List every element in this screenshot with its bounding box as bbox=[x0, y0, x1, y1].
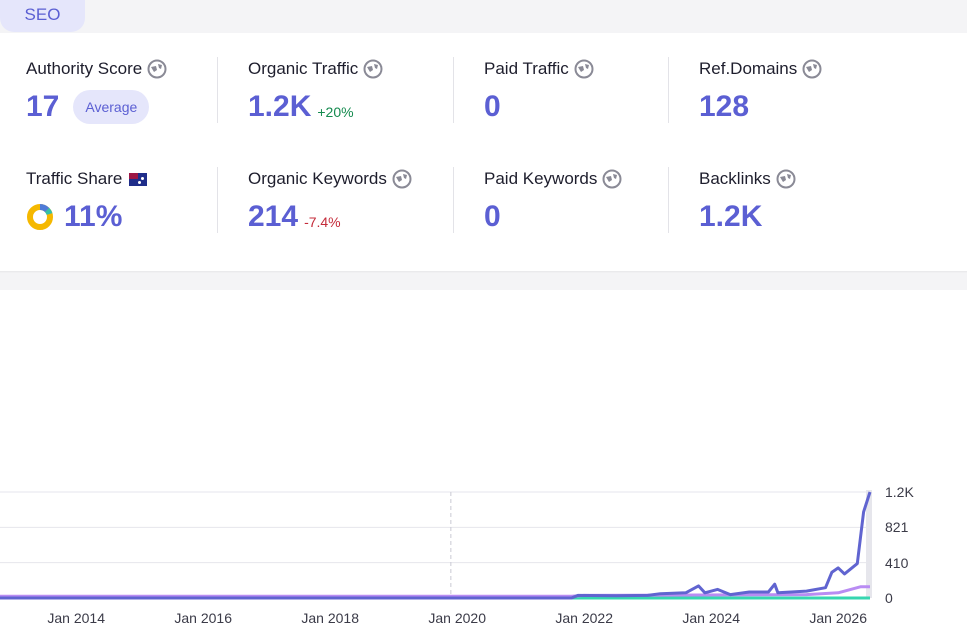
x-tick-label: Jan 2016 bbox=[174, 610, 232, 626]
organic-keywords-value[interactable]: 214 bbox=[248, 200, 299, 233]
australia-flag-icon bbox=[129, 172, 148, 186]
globe-icon[interactable] bbox=[147, 59, 167, 79]
range-2y[interactable]: 2Y bbox=[72, 324, 93, 343]
organic-keywords-label: Organic Keywords bbox=[248, 169, 387, 188]
globe-icon[interactable] bbox=[574, 59, 594, 79]
organic-keywords-metric: Organic Keywords 214 -7.4% bbox=[248, 168, 412, 234]
months-option[interactable]: Months bbox=[754, 318, 833, 353]
chevron-down-icon bbox=[519, 440, 530, 447]
granularity-toggle: Days Months bbox=[696, 317, 834, 354]
globe-icon[interactable] bbox=[776, 169, 796, 189]
days-option[interactable]: Days bbox=[707, 325, 746, 345]
paid-traffic-label: Paid Traffic bbox=[484, 59, 569, 78]
series-line-organic-traffic bbox=[0, 491, 872, 600]
paid-keywords-label: Paid Keywords bbox=[484, 169, 598, 188]
notes-label: Notes bbox=[466, 433, 511, 452]
divider bbox=[217, 57, 218, 123]
divider bbox=[453, 167, 454, 233]
traffic-share-value: 11% bbox=[64, 200, 123, 233]
x-tick-label: Jan 2014 bbox=[47, 610, 105, 626]
legend-organic[interactable]: anic Traffic bbox=[0, 433, 72, 453]
x-tick-label: Jan 2018 bbox=[301, 610, 359, 626]
notes-dropdown[interactable]: Notes bbox=[440, 433, 531, 453]
x-tick-label: Jan 2020 bbox=[428, 610, 486, 626]
organic-traffic-value[interactable]: 1.2K bbox=[248, 90, 312, 123]
legend-organic-label: anic Traffic bbox=[0, 433, 72, 452]
globe-icon[interactable] bbox=[602, 169, 622, 189]
legend-branded[interactable]: Branded Traffic bbox=[246, 433, 386, 453]
organic-traffic-delta: +20% bbox=[317, 104, 354, 120]
paid-traffic-metric: Paid Traffic 0 bbox=[484, 58, 594, 124]
range-1y[interactable]: 1Y bbox=[30, 324, 51, 343]
current-period-marker bbox=[866, 490, 872, 598]
notes-icon bbox=[441, 435, 458, 452]
organic-traffic-label: Organic Traffic bbox=[248, 59, 359, 78]
y-tick-label: 1.2K bbox=[885, 484, 914, 500]
legend-paid-label: Paid Traffic bbox=[132, 433, 217, 452]
authority-score-metric: Authority Score 17 Average bbox=[26, 58, 167, 124]
y-tick-label: 0 bbox=[885, 590, 893, 606]
export-button[interactable]: Export bbox=[852, 317, 956, 351]
ref-domains-metric: Ref.Domains 128 bbox=[699, 58, 822, 124]
backlinks-label: Backlinks bbox=[699, 169, 771, 188]
ref-domains-label: Ref.Domains bbox=[699, 59, 798, 78]
ref-domains-value[interactable]: 128 bbox=[699, 90, 750, 123]
paid-keywords-metric: Paid Keywords 0 bbox=[484, 168, 622, 234]
series-line-branded-traffic bbox=[0, 585, 870, 598]
seo-metrics-card bbox=[0, 33, 967, 271]
tab-seo[interactable]: SEO bbox=[0, 0, 85, 32]
paid-traffic-value[interactable]: 0 bbox=[484, 90, 501, 123]
legend-branded-label: Branded Traffic bbox=[271, 433, 386, 452]
range-all-time[interactable]: All time bbox=[115, 324, 171, 350]
divider bbox=[419, 432, 420, 458]
partial-icon: : bbox=[0, 381, 6, 398]
checkbox-icon[interactable] bbox=[107, 434, 125, 452]
checkbox-icon[interactable] bbox=[246, 434, 264, 452]
y-tick-label: 821 bbox=[885, 519, 909, 536]
traffic-share-donut-icon bbox=[27, 204, 53, 230]
export-icon bbox=[866, 325, 883, 342]
divider bbox=[668, 167, 669, 233]
globe-icon[interactable] bbox=[392, 169, 412, 189]
divider bbox=[217, 167, 218, 233]
organic-keywords-delta: -7.4% bbox=[304, 214, 341, 230]
export-label: Export bbox=[893, 324, 943, 343]
authority-score-label: Authority Score bbox=[26, 59, 143, 78]
organic-traffic-metric: Organic Traffic 1.2K +20% bbox=[248, 58, 383, 124]
traffic-share-label: Traffic Share bbox=[26, 169, 123, 188]
legend-paid[interactable]: Paid Traffic bbox=[107, 433, 217, 453]
range-m[interactable]: M bbox=[0, 324, 10, 343]
backlinks-value[interactable]: 1.2K bbox=[699, 200, 763, 233]
x-tick-label: Jan 2024 bbox=[682, 610, 740, 626]
paid-keywords-value[interactable]: 0 bbox=[484, 200, 501, 233]
divider bbox=[668, 57, 669, 123]
globe-icon[interactable] bbox=[363, 59, 383, 79]
divider bbox=[453, 57, 454, 123]
x-tick-label: Jan 2022 bbox=[555, 610, 613, 626]
backlinks-metric: Backlinks 1.2K bbox=[699, 168, 796, 234]
globe-icon[interactable] bbox=[802, 59, 822, 79]
y-tick-label: 410 bbox=[885, 554, 909, 571]
x-tick-label: Jan 2026 bbox=[809, 610, 867, 626]
traffic-share-metric: Traffic Share 11% bbox=[26, 168, 148, 234]
authority-badge: Average bbox=[73, 90, 150, 124]
authority-score-value: 17 bbox=[26, 90, 60, 123]
